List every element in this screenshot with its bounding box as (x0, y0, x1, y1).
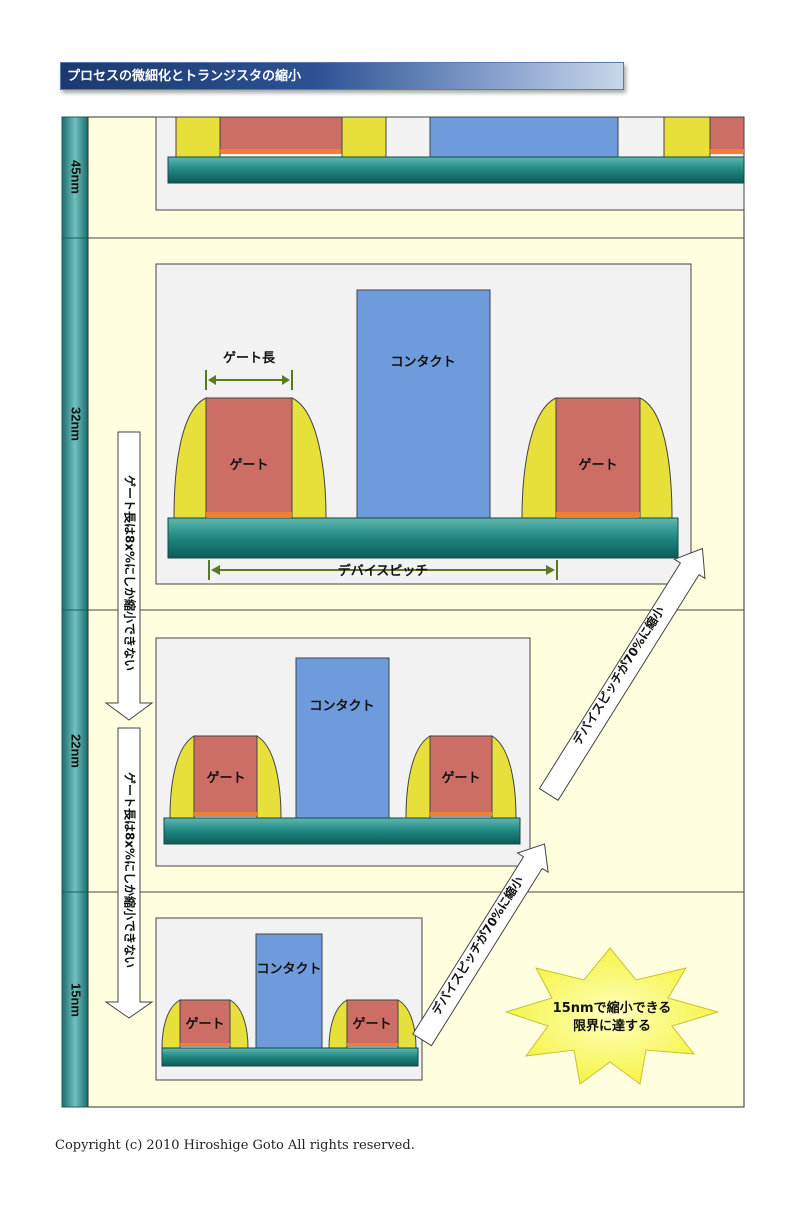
gate-32nm-right (555, 397, 641, 515)
gate-label-15nm-left: ゲート (185, 1016, 224, 1032)
section-32nm (155, 263, 692, 585)
section-22nm (155, 637, 531, 867)
device-pitch-label: デバイスピッチ (338, 563, 429, 579)
node-label-22nm: 22nm (69, 734, 84, 768)
contact-label-22nm: コンタクト (309, 699, 374, 714)
gate-shrink-text-2: ゲート長は8x%にしか縮小できない (123, 772, 138, 968)
node-band (61, 116, 89, 1108)
page-title: プロセスの微細化とトランジスタの縮小 (60, 62, 624, 90)
gate-label-22nm-left: ゲート (206, 770, 245, 786)
pitch-shrink-arrow-1 (538, 547, 706, 801)
gate-32nm-left (205, 397, 293, 515)
gate-label-32nm-left: ゲート (229, 457, 268, 473)
gate-shrink-text-1: ゲート長は8x%にしか縮小できない (123, 475, 138, 671)
gate-label-15nm-right: ゲート (352, 1016, 391, 1032)
gate-shrink-arrow-2 (104, 727, 154, 1019)
gate-shrink-arrow-1 (104, 431, 154, 721)
pitch-shrink-arrow-2 (412, 843, 549, 1047)
limit-starburst (504, 947, 720, 1085)
node-label-45nm: 45nm (69, 160, 84, 194)
node-label-15nm: 15nm (69, 983, 84, 1017)
contact-label-32nm: コンタクト (390, 355, 455, 370)
copyright-footer: Copyright (c) 2010 Hiroshige Goto All ri… (55, 1138, 415, 1153)
limit-text-line-2: 限界に達する (573, 1018, 651, 1034)
contact-label-15nm: コンタクト (256, 962, 321, 977)
gate-label-32nm-right: ゲート (578, 457, 617, 473)
section-15nm (155, 917, 423, 1081)
contact-32nm (356, 289, 491, 519)
limit-text-line-1: 15nmで縮小できる (553, 1000, 672, 1016)
gate-length-label: ゲート長 (223, 350, 276, 366)
section-45nm (155, 116, 745, 211)
gate-label-22nm-right: ゲート (441, 770, 480, 786)
node-label-32nm: 32nm (69, 407, 84, 441)
